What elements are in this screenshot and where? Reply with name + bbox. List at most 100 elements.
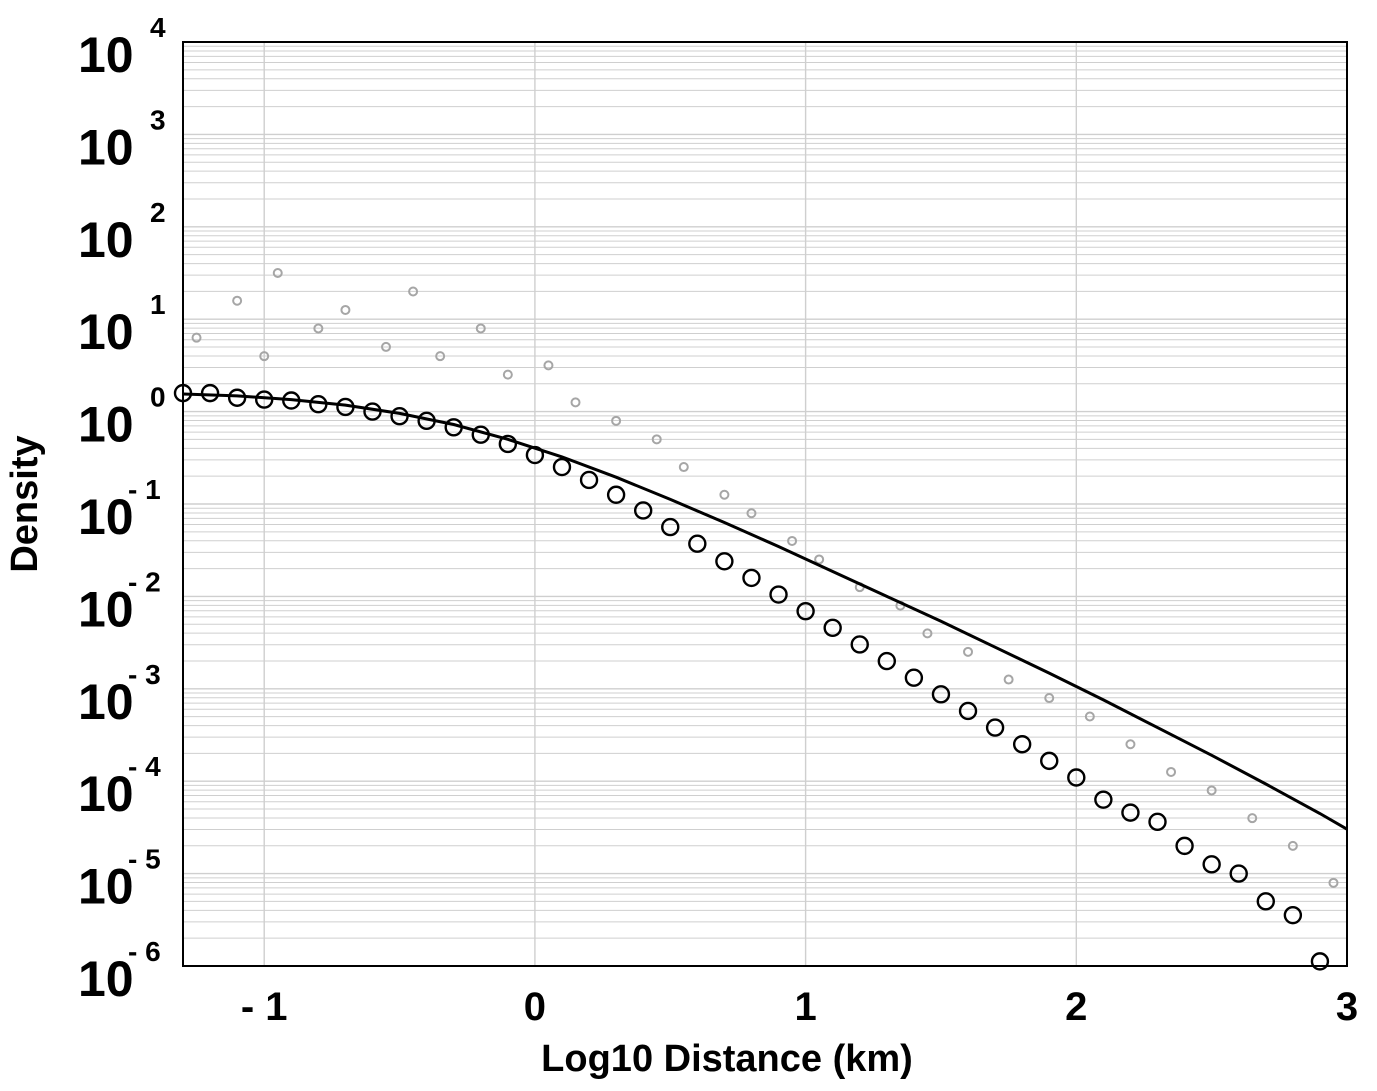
scatter-point	[922, 628, 933, 639]
fit-marker	[661, 517, 680, 537]
fit-marker	[309, 395, 328, 414]
fit-marker	[1121, 803, 1140, 822]
x-tick-label: 2	[1065, 985, 1087, 1029]
y-tick-base: 10	[78, 581, 134, 637]
scatter-point	[475, 323, 486, 334]
fit-marker	[579, 470, 599, 490]
fit-marker	[1094, 790, 1113, 809]
fit-marker	[1148, 812, 1167, 832]
fit-curve-line	[182, 392, 1348, 831]
fit-marker	[769, 585, 788, 604]
scatter-point	[272, 268, 283, 278]
y-tick-exponent: 0	[150, 382, 166, 413]
x-tick-label: 1	[794, 985, 816, 1029]
fit-marker	[1012, 735, 1032, 754]
fit-marker	[606, 485, 626, 504]
fit-marker	[823, 618, 842, 638]
fit-marker	[1256, 892, 1275, 911]
scatter-point	[259, 351, 270, 362]
y-tick-base: 10	[78, 951, 134, 1007]
scatter-point	[570, 397, 581, 408]
fit-marker	[1040, 751, 1059, 771]
fit-marker	[255, 390, 274, 409]
fit-marker	[1175, 836, 1194, 856]
y-tick-base: 10	[78, 304, 134, 360]
fit-marker	[985, 718, 1005, 737]
fit-marker	[904, 668, 924, 687]
y-tick-exponent: - 4	[128, 751, 161, 782]
scatter-point	[678, 462, 689, 473]
scatter-point	[1166, 766, 1177, 777]
scatter-point	[543, 360, 554, 371]
fit-marker	[1202, 855, 1221, 874]
fit-marker	[1067, 768, 1086, 787]
scatter-point	[313, 323, 324, 334]
fit-marker	[471, 425, 490, 444]
fit-marker	[688, 534, 707, 553]
scatter-point	[814, 554, 825, 565]
fit-marker	[850, 635, 869, 654]
fit-marker	[1310, 952, 1330, 971]
fit-marker	[390, 407, 409, 426]
fit-marker	[444, 418, 463, 437]
y-tick-base: 10	[78, 489, 134, 545]
y-tick-exponent: - 2	[128, 566, 161, 597]
y-tick-exponent: 2	[150, 197, 166, 228]
y-tick-base: 10	[78, 674, 134, 730]
fit-markers	[173, 383, 1330, 971]
scatter-point	[1084, 711, 1095, 722]
y-tick-base: 10	[78, 27, 134, 83]
scatter-point	[191, 332, 202, 343]
fit-marker	[742, 568, 761, 588]
y-tick-exponent: 4	[150, 12, 166, 43]
scatter-point	[611, 415, 622, 426]
fit-marker	[633, 501, 653, 520]
fit-marker	[1229, 864, 1248, 883]
fit-marker	[958, 701, 978, 721]
y-tick-base: 10	[78, 766, 134, 822]
fit-marker	[227, 388, 247, 407]
y-axis-label: Density	[4, 435, 46, 572]
scatter-point	[381, 341, 392, 352]
scatter-point	[1206, 785, 1217, 796]
x-axis-label: Log10 Distance (km)	[541, 1038, 913, 1080]
fit-marker	[282, 391, 301, 410]
scatter-point	[1125, 739, 1136, 750]
scatter-point	[746, 508, 757, 519]
y-tick-exponent: - 5	[128, 844, 161, 875]
scatter-point	[1003, 674, 1014, 685]
fit-marker	[417, 411, 436, 431]
fit-marker	[931, 685, 951, 704]
scatter-point	[340, 304, 351, 315]
plot-frame	[182, 41, 1348, 967]
y-tick-base: 10	[78, 119, 134, 175]
scatter-point	[232, 295, 243, 306]
y-tick-exponent: - 3	[128, 659, 161, 690]
scatter-point	[502, 369, 513, 380]
fit-marker	[715, 552, 734, 571]
fit-marker	[498, 434, 518, 454]
y-tick-base: 10	[78, 397, 134, 453]
fit-marker	[552, 457, 572, 477]
scatter-points	[191, 268, 1339, 888]
fit-marker	[525, 445, 545, 465]
scatter-point	[408, 286, 419, 297]
y-tick-exponent: - 1	[128, 474, 161, 505]
scatter-point	[1287, 840, 1298, 851]
scatter-point	[787, 535, 798, 546]
scatter-point	[1247, 813, 1258, 824]
fit-marker	[363, 402, 382, 421]
fit-marker	[336, 397, 355, 417]
scatter-point	[651, 434, 662, 445]
fit-marker	[1283, 905, 1303, 925]
fit-marker	[877, 651, 897, 671]
x-tick-label: - 1	[241, 985, 288, 1029]
scatter-point	[719, 489, 730, 500]
grid-lines	[183, 41, 1348, 967]
x-tick-label: 0	[524, 985, 546, 1029]
y-tick-exponent: 1	[150, 289, 166, 320]
scatter-point	[1328, 877, 1339, 888]
scatter-point	[435, 351, 446, 362]
